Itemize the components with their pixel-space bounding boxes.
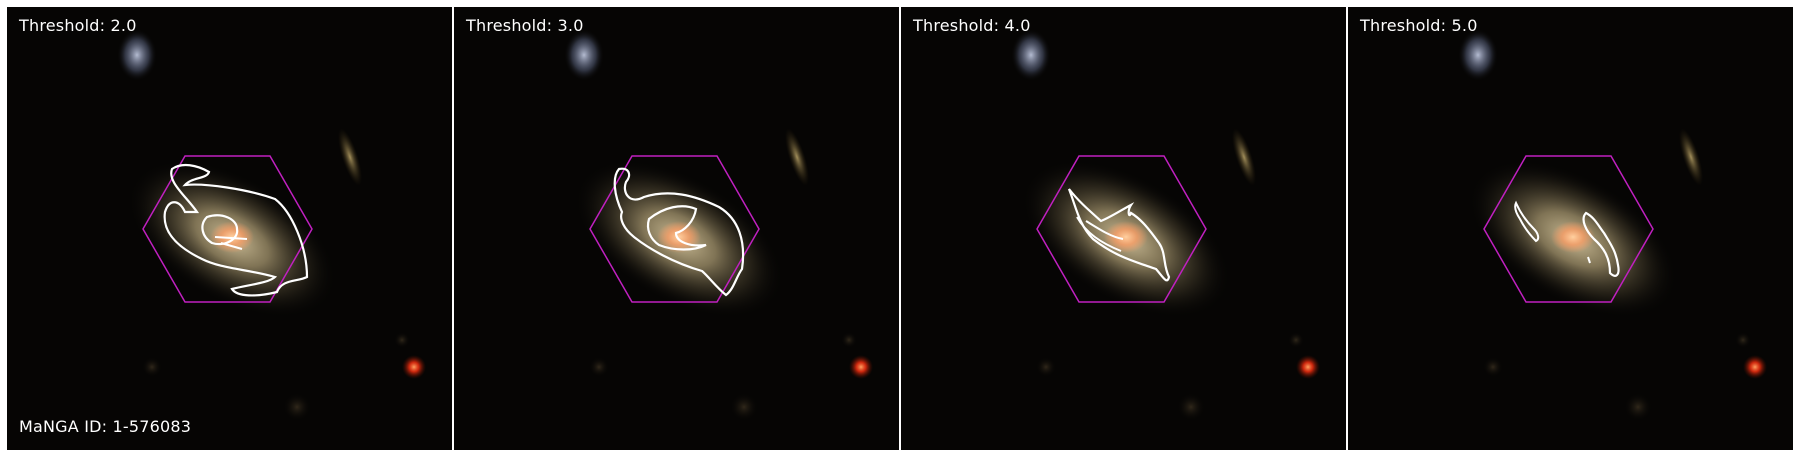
panel-threshold-3: Threshold: 3.0	[454, 7, 899, 450]
threshold-label: Threshold: 5.0	[1360, 16, 1478, 35]
faint-source	[394, 332, 410, 348]
background-galaxy-streak	[785, 128, 809, 186]
faint-source	[1288, 332, 1304, 348]
threshold-label: Threshold: 3.0	[466, 16, 584, 35]
background-galaxy-streak	[1232, 128, 1256, 186]
faint-source	[1735, 332, 1751, 348]
contour-outer	[163, 163, 309, 297]
faint-source	[142, 357, 162, 377]
ifu-hexagon	[1036, 155, 1207, 303]
faint-source	[589, 357, 609, 377]
background-galaxy-streak	[338, 128, 362, 186]
galaxy-core	[1551, 221, 1595, 253]
contour-fragment	[1514, 200, 1540, 243]
red-star	[1296, 355, 1320, 379]
contour-inner	[646, 205, 707, 251]
contour-outer	[1582, 211, 1620, 277]
ifu-hexagon	[142, 155, 313, 303]
blue-star	[1011, 29, 1051, 81]
red-star	[1743, 355, 1767, 379]
contour-fragment	[1587, 256, 1591, 264]
faint-source	[1483, 357, 1503, 377]
blue-star	[564, 29, 604, 81]
contour-inner	[201, 214, 239, 246]
faint-source	[1624, 393, 1652, 421]
galaxy-core	[1104, 221, 1148, 253]
contour-outer	[613, 167, 745, 297]
ifu-hexagon	[589, 155, 760, 303]
red-star	[402, 355, 426, 379]
threshold-label: Threshold: 4.0	[913, 16, 1031, 35]
panel-threshold-5: Threshold: 5.0	[1348, 7, 1793, 450]
faint-source	[841, 332, 857, 348]
panel-threshold-4: Threshold: 4.0	[901, 7, 1346, 450]
faint-source	[730, 393, 758, 421]
galaxy-image	[117, 29, 426, 421]
galaxy-image	[1458, 29, 1767, 421]
red-star	[849, 355, 873, 379]
blue-star	[1458, 29, 1498, 81]
threshold-label: Threshold: 2.0	[19, 16, 137, 35]
faint-source	[1177, 393, 1205, 421]
faint-source	[283, 393, 311, 421]
contour-outer	[1067, 188, 1171, 282]
ifu-hexagon	[1483, 155, 1654, 303]
contour-fragment	[214, 236, 248, 250]
galaxy-image	[1011, 29, 1320, 421]
faint-source	[1036, 357, 1056, 377]
panel-threshold-2: Threshold: 2.0 MaNGA ID: 1-576083	[7, 7, 452, 450]
galaxy-image	[564, 29, 873, 421]
blue-star	[117, 29, 157, 81]
contour-fragment	[1076, 216, 1124, 252]
manga-id-label: MaNGA ID: 1-576083	[19, 417, 192, 436]
background-galaxy-streak	[1679, 128, 1703, 186]
